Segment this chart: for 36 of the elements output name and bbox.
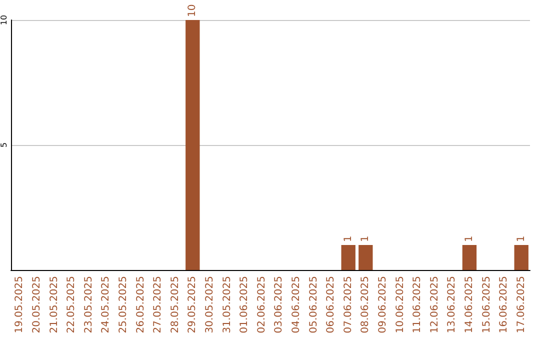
x-tick-label: 22.05.2025 bbox=[66, 276, 78, 334]
x-tick-label: 06.06.2025 bbox=[326, 276, 337, 334]
x-tick-label: 04.06.2025 bbox=[290, 276, 302, 334]
x-tick-label: 14.06.2025 bbox=[464, 276, 475, 334]
x-tick-label: 20.05.2025 bbox=[31, 276, 42, 334]
data-label: 1 bbox=[516, 236, 527, 242]
x-tick-label: 07.06.2025 bbox=[342, 276, 354, 334]
x-tick-label: 10.06.2025 bbox=[394, 276, 406, 334]
x-tick-label: 17.06.2025 bbox=[516, 276, 527, 334]
x-tick-label: 23.05.2025 bbox=[83, 276, 94, 334]
data-label: 1 bbox=[360, 236, 372, 242]
x-tick-label: 09.06.2025 bbox=[377, 276, 388, 334]
x-tick-label: 26.05.2025 bbox=[135, 276, 146, 334]
x-tick-label: 02.06.2025 bbox=[256, 276, 268, 334]
x-tick-label: 30.05.2025 bbox=[204, 276, 216, 334]
x-tick-label: 05.06.2025 bbox=[308, 276, 320, 334]
x-tick-label: 15.06.2025 bbox=[481, 276, 492, 334]
x-tick-label: 19.05.2025 bbox=[14, 276, 26, 334]
x-tick-label: 24.05.2025 bbox=[100, 276, 112, 334]
data-label: 1 bbox=[464, 236, 475, 242]
x-tick-label: 11.06.2025 bbox=[412, 276, 424, 334]
x-tick-label: 27.05.2025 bbox=[152, 276, 164, 334]
y-tick-label: 5 bbox=[0, 142, 8, 148]
x-tick-label: 03.06.2025 bbox=[274, 276, 285, 334]
x-tick-label: 01.06.2025 bbox=[239, 276, 250, 334]
data-label: 10 bbox=[187, 4, 198, 17]
data-label: 1 bbox=[342, 236, 354, 242]
x-tick-label: 25.05.2025 bbox=[118, 276, 129, 334]
x-tick-label: 13.06.2025 bbox=[446, 276, 458, 334]
x-tick-label: 16.06.2025 bbox=[498, 276, 510, 334]
x-tick-label: 12.06.2025 bbox=[429, 276, 440, 334]
x-tick-label: 28.05.2025 bbox=[170, 276, 181, 334]
x-tick-label: 29.05.2025 bbox=[187, 276, 198, 334]
x-tick-label: 31.05.2025 bbox=[222, 276, 233, 334]
x-tick-label: 08.06.2025 bbox=[360, 276, 372, 334]
x-tick-label: 21.05.2025 bbox=[48, 276, 60, 334]
